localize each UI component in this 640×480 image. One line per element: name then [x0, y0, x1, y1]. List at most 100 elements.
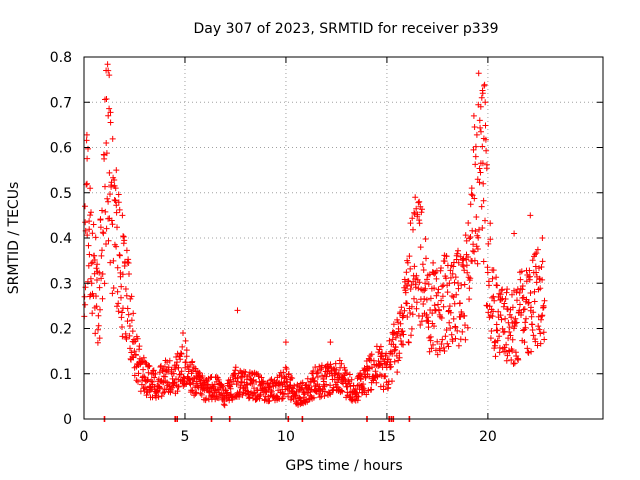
data-point: [482, 99, 489, 106]
data-point: [95, 326, 101, 333]
data-point: [398, 338, 404, 344]
data-point: [193, 389, 200, 396]
data-point: [468, 185, 475, 192]
data-point-peak: [180, 330, 186, 336]
data-point-peak: [527, 212, 534, 219]
data-point: [113, 202, 120, 209]
data-point: [461, 281, 468, 288]
data-point: [473, 243, 480, 250]
data-point: [425, 324, 432, 331]
data-point: [126, 271, 132, 277]
data-point: [495, 308, 502, 315]
data-point: [411, 263, 418, 270]
data-point: [125, 260, 132, 266]
data-point: [435, 301, 441, 308]
data-point: [373, 379, 380, 386]
data-point: [102, 183, 108, 190]
data-point: [91, 252, 98, 259]
data-point: [409, 311, 416, 318]
data-point: [126, 323, 133, 329]
data-point: [447, 309, 454, 316]
data-point: [392, 344, 399, 351]
data-point: [136, 343, 143, 350]
data-point: [530, 309, 537, 316]
data-point: [517, 301, 523, 308]
data-point: [400, 312, 407, 319]
data-point: [449, 293, 456, 299]
data-point: [490, 267, 497, 274]
data-point: [466, 235, 473, 242]
data-point: [116, 206, 123, 213]
data-point: [416, 279, 423, 286]
data-point: [478, 203, 485, 210]
data-point: [492, 353, 499, 360]
data-point: [142, 359, 149, 366]
data-point: [173, 354, 180, 360]
data-point: [114, 303, 120, 310]
data-point: [532, 251, 538, 258]
data-point: [188, 387, 195, 394]
data-point: [119, 309, 125, 316]
data-point: [427, 333, 434, 340]
data-point: [179, 343, 186, 350]
data-point: [479, 143, 486, 150]
data-point: [429, 310, 436, 317]
data-point: [509, 304, 516, 311]
data-point: [525, 300, 532, 307]
data-point: [327, 361, 334, 368]
data-point: [507, 332, 514, 339]
data-point: [471, 124, 478, 130]
data-point: [176, 371, 183, 378]
data-point: [124, 305, 131, 312]
data-point-peak: [377, 343, 384, 350]
chart-title: Day 307 of 2023, SRMTID for receiver p33…: [193, 21, 498, 37]
data-point: [408, 282, 415, 288]
data-point: [433, 275, 440, 282]
data-point: [472, 228, 479, 235]
data-point: [480, 258, 487, 265]
data-point: [447, 325, 454, 332]
data-point: [498, 296, 504, 303]
data-point: [457, 300, 463, 307]
data-point: [118, 314, 125, 321]
data-point-peak: [84, 180, 90, 187]
data-point: [98, 252, 105, 259]
data-point: [224, 389, 231, 396]
data-point: [509, 347, 516, 354]
data-point: [518, 268, 525, 275]
data-point: [332, 360, 339, 367]
data-point: [127, 345, 133, 352]
data-point: [519, 283, 526, 289]
data-point: [109, 221, 116, 228]
data-point: [82, 219, 89, 226]
data-point: [443, 327, 450, 333]
data-point-peak: [479, 90, 486, 97]
data-point: [480, 197, 487, 204]
data-point: [109, 290, 116, 297]
data-point: [119, 324, 125, 330]
data-point: [411, 209, 418, 216]
data-point: [485, 240, 492, 247]
data-point: [480, 180, 487, 187]
data-point: [475, 234, 482, 241]
data-point-peak: [474, 176, 481, 183]
data-point: [140, 366, 147, 373]
data-point: [469, 192, 476, 199]
data-point: [424, 276, 430, 283]
data-point: [421, 287, 428, 294]
data-point: [473, 131, 480, 138]
data-point: [131, 348, 138, 355]
data-point: [158, 362, 164, 369]
data-point: [115, 300, 122, 307]
data-point: [450, 315, 457, 322]
x-axis-label: GPS time / hours: [285, 458, 402, 474]
data-point: [424, 314, 431, 321]
data-point: [278, 395, 285, 402]
data-point: [244, 381, 251, 388]
data-point: [236, 390, 243, 397]
data-point: [87, 212, 94, 219]
data-point: [487, 335, 494, 342]
data-point: [473, 214, 480, 220]
data-point: [129, 328, 136, 335]
